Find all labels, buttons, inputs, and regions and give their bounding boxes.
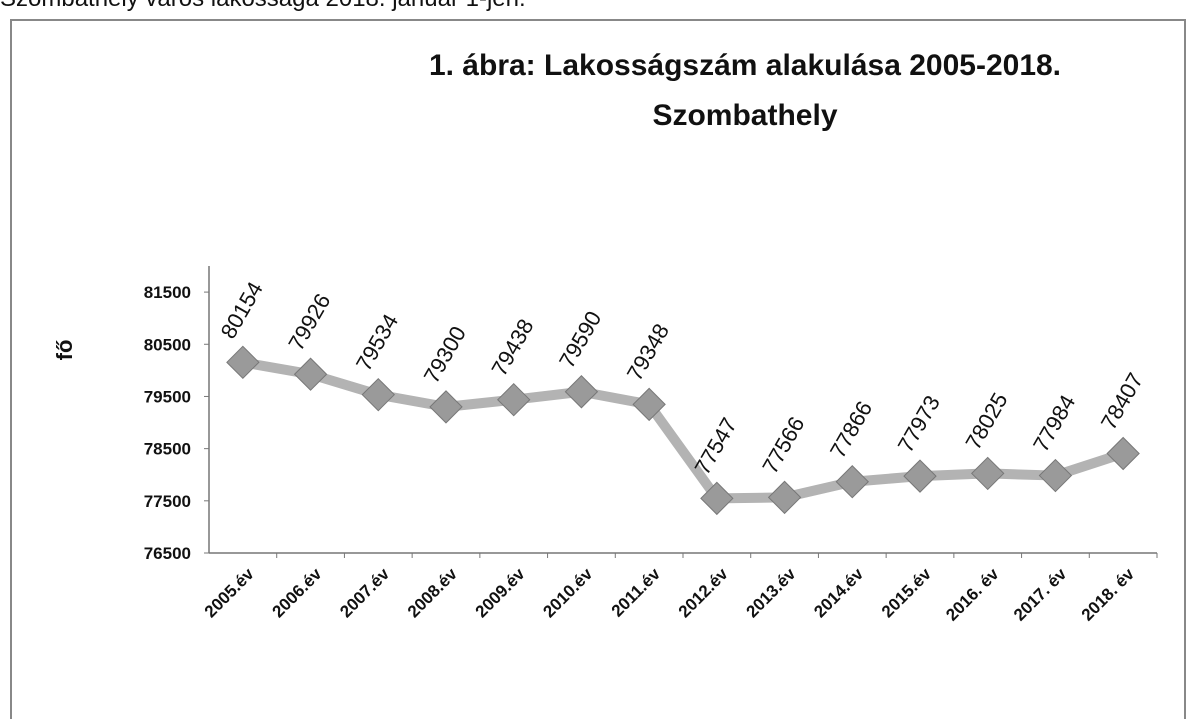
x-tick-label: 2008.év: [404, 564, 461, 621]
x-tick-label: 2016. év: [942, 564, 1003, 625]
x-tick-label: 2012.év: [675, 564, 732, 621]
x-tick-label: 2017. év: [1010, 564, 1071, 625]
x-tick-label: 2009.év: [472, 564, 529, 621]
x-tick-label: 2015.év: [878, 564, 935, 621]
marker: [429, 390, 463, 424]
chart-border: [10, 19, 1186, 719]
chart-title: Szombathely: [652, 99, 837, 132]
value-label: 79926: [283, 289, 335, 354]
marker: [700, 481, 734, 516]
value-label: 79300: [419, 322, 471, 387]
value-label: 77566: [757, 412, 809, 477]
marker: [632, 387, 666, 422]
marker: [497, 382, 531, 417]
marker: [971, 456, 1005, 491]
value-label: 78407: [1096, 368, 1148, 433]
x-tick-label: 2005.év: [201, 564, 258, 621]
value-label: 79590: [554, 307, 606, 372]
value-label: 79348: [622, 319, 674, 384]
marker: [1106, 436, 1140, 471]
x-tick-label: 2007.év: [336, 564, 393, 621]
value-label: 77866: [825, 397, 877, 462]
value-label: 79534: [351, 310, 403, 375]
value-label: 78025: [960, 388, 1012, 453]
marker: [226, 345, 260, 380]
y-tick-label: 76500: [144, 544, 191, 563]
x-tick-label: 2006.év: [269, 564, 326, 621]
marker: [835, 465, 869, 499]
marker: [903, 459, 937, 493]
chart-title: 1. ábra: Lakosságszám alakulása 2005-201…: [429, 49, 1061, 82]
marker: [767, 480, 802, 515]
y-tick-label: 79500: [144, 387, 191, 406]
value-label: 80154: [216, 277, 268, 342]
caption: Szombathely város lakossága 2018. január…: [0, 0, 526, 12]
value-label: 77973: [893, 391, 945, 456]
y-axis-label: fő: [52, 340, 77, 361]
x-tick-label: 2013.év: [743, 564, 800, 621]
x-tick-label: 2014.év: [810, 564, 867, 621]
marker: [564, 375, 599, 409]
x-tick-label: 2018. év: [1078, 564, 1139, 625]
value-label: 77547: [690, 413, 742, 478]
marker: [293, 357, 328, 391]
value-label: 79438: [486, 315, 538, 380]
marker: [361, 377, 395, 412]
x-tick-label: 2010.év: [539, 564, 596, 621]
y-tick-label: 81500: [144, 283, 191, 302]
value-label: 77984: [1028, 391, 1080, 456]
y-tick-label: 78500: [144, 440, 191, 459]
x-tick-label: 2011.év: [608, 564, 665, 621]
y-tick-label: 80500: [144, 335, 191, 354]
y-tick-label: 77500: [144, 492, 191, 511]
marker: [1038, 458, 1073, 493]
